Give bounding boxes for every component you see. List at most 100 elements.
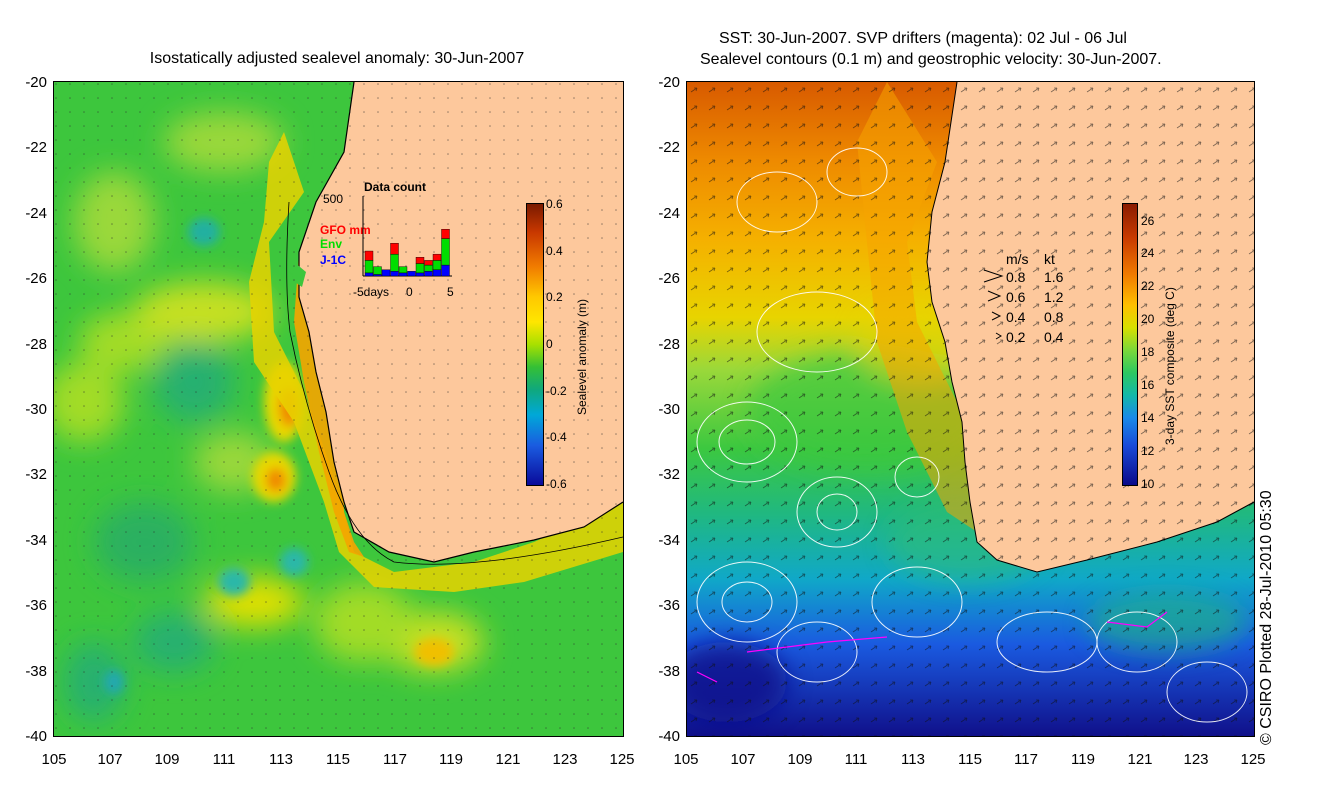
x-tick-label: 105 bbox=[673, 751, 699, 768]
sst-map bbox=[686, 81, 1255, 737]
data-count-bar-blue bbox=[398, 272, 408, 277]
velocity-legend-kt: 1.2 bbox=[1044, 289, 1064, 305]
colorbar-tick-label: 24 bbox=[1141, 246, 1155, 260]
y-tick-label: -36 bbox=[25, 597, 47, 614]
data-count-bar-blue bbox=[415, 272, 425, 277]
data-count-bar-red bbox=[415, 257, 425, 264]
x-tick-label: 125 bbox=[609, 751, 635, 768]
y-tick-label: -28 bbox=[25, 336, 47, 353]
colorbar-tick-label: 0.2 bbox=[546, 290, 563, 304]
colorbar-tick-label: -0.4 bbox=[546, 430, 567, 444]
x-tick-label: 123 bbox=[1183, 751, 1209, 768]
y-tick-label: -26 bbox=[25, 270, 47, 287]
y-tick-label: -20 bbox=[25, 74, 47, 91]
data-count-bar-red bbox=[390, 243, 399, 255]
data-count-bar-blue bbox=[390, 271, 399, 277]
colorbar-tick-label: 26 bbox=[1141, 214, 1155, 228]
x-tick-label: 119 bbox=[439, 751, 463, 768]
velocity-legend-kt: 1.6 bbox=[1044, 269, 1064, 285]
velocity-legend-header-ms: m/s bbox=[1006, 251, 1029, 267]
y-tick-label: -36 bbox=[658, 597, 680, 614]
y-tick-label: -30 bbox=[25, 401, 47, 418]
velocity-legend-ms: 0.6 bbox=[1006, 289, 1026, 305]
colorbar-tick-label: 18 bbox=[1141, 345, 1155, 359]
x-tick-label: 117 bbox=[1014, 751, 1038, 768]
x-tick-label: 121 bbox=[1127, 751, 1153, 768]
y-tick-label: -40 bbox=[25, 728, 47, 745]
series-label-gfo: GFO mm bbox=[320, 223, 371, 237]
data-count-bar-green bbox=[432, 260, 442, 270]
data-count-bar-green bbox=[398, 266, 408, 274]
x-tick-label: 119 bbox=[1071, 751, 1095, 768]
colorbar-tick-label: 16 bbox=[1141, 378, 1155, 392]
velocity-legend-ms: 0.4 bbox=[1006, 309, 1026, 325]
y-tick-label: -22 bbox=[25, 139, 47, 156]
sst-colorbar bbox=[1122, 203, 1138, 486]
velocity-legend-ms: 0.2 bbox=[1006, 329, 1026, 345]
x-tick-label: 117 bbox=[383, 751, 407, 768]
y-tick-label: -32 bbox=[658, 466, 680, 483]
y-tick-label: -24 bbox=[25, 205, 47, 222]
velocity-legend-kt: 0.8 bbox=[1044, 309, 1064, 325]
x-tick-label: 109 bbox=[787, 751, 813, 768]
x-tick-label: 113 bbox=[901, 751, 925, 768]
data-count-max-label: 500 bbox=[323, 192, 344, 206]
x-tick-label: 125 bbox=[1240, 751, 1266, 768]
right-panel-title-line2: Sealevel contours (0.1 m) and geostrophi… bbox=[700, 51, 1162, 68]
data-count-bar-red bbox=[364, 250, 374, 261]
colorbar-tick-label: 20 bbox=[1141, 312, 1155, 326]
colorbar-tick-label: -0.2 bbox=[546, 384, 567, 398]
x-tick-label: 109 bbox=[154, 751, 180, 768]
velocity-legend-kt: 0.4 bbox=[1044, 329, 1064, 345]
left-panel-title: Isostatically adjusted sealevel anomaly:… bbox=[149, 50, 525, 67]
data-count-x-label: -5days bbox=[353, 285, 390, 299]
y-tick-label: -34 bbox=[658, 532, 680, 549]
y-tick-label: -28 bbox=[658, 336, 680, 353]
data-count-bar-blue bbox=[373, 274, 382, 277]
data-count-bar-green bbox=[424, 264, 433, 272]
data-count-bar-blue bbox=[364, 272, 374, 277]
y-tick-label: -38 bbox=[658, 663, 680, 680]
data-count-bar-blue bbox=[432, 269, 442, 277]
colorbar-tick-label: 0.4 bbox=[546, 244, 563, 258]
data-count-bar-blue bbox=[424, 271, 433, 277]
right-panel-title-line1: SST: 30-Jun-2007. SVP drifters (magenta)… bbox=[719, 30, 1127, 47]
y-tick-label: -32 bbox=[25, 466, 47, 483]
data-count-title: Data count bbox=[364, 180, 427, 194]
colorbar-tick-label: 0 bbox=[546, 337, 553, 351]
velocity-legend-ms: 0.8 bbox=[1006, 269, 1026, 285]
velocity-arrow-0.4 bbox=[991, 311, 1002, 321]
data-count-bar-red bbox=[441, 229, 450, 239]
y-tick-label: -26 bbox=[658, 270, 680, 287]
data-count-bar-green bbox=[415, 263, 425, 274]
y-tick-label: -38 bbox=[25, 663, 47, 680]
colorbar-tick-label: -0.6 bbox=[546, 477, 567, 491]
data-count-bar-red bbox=[424, 260, 433, 266]
colorbar-tick-label: 0.6 bbox=[546, 197, 563, 211]
x-tick-label: 105 bbox=[41, 751, 67, 768]
velocity-arrow-0.6 bbox=[987, 290, 1002, 302]
colorbar-tick-label: 22 bbox=[1141, 279, 1155, 293]
x-tick-label: 113 bbox=[269, 751, 293, 768]
data-count-bar-green bbox=[390, 253, 399, 272]
y-tick-label: -22 bbox=[658, 139, 680, 156]
x-tick-label: 115 bbox=[326, 751, 350, 768]
x-tick-label: 115 bbox=[958, 751, 982, 768]
colorbar-tick-label: 12 bbox=[1141, 444, 1155, 458]
sealevel-colorbar bbox=[526, 203, 544, 486]
data-count-chart bbox=[362, 196, 452, 277]
y-tick-label: -34 bbox=[25, 532, 47, 549]
x-tick-label: 121 bbox=[495, 751, 521, 768]
x-tick-label: 111 bbox=[212, 751, 236, 768]
x-tick-label: 107 bbox=[97, 751, 123, 768]
colorbar-tick-label: 14 bbox=[1141, 411, 1155, 425]
data-count-bar-blue bbox=[441, 264, 450, 277]
credit-text: © CSIRO Plotted 28-Jul-2010 05:30 bbox=[1258, 490, 1275, 745]
y-tick-label: -20 bbox=[658, 74, 680, 91]
sst-colorbar-label: 3-day SST composite (deg C) bbox=[1163, 287, 1177, 445]
data-count-bar-red bbox=[432, 253, 442, 261]
data-count-bar-green bbox=[441, 238, 450, 266]
y-tick-label: -24 bbox=[658, 205, 680, 222]
sealevel-colorbar-label: Sealevel anomaly (m) bbox=[575, 298, 589, 415]
data-count-bar-green bbox=[364, 260, 374, 274]
